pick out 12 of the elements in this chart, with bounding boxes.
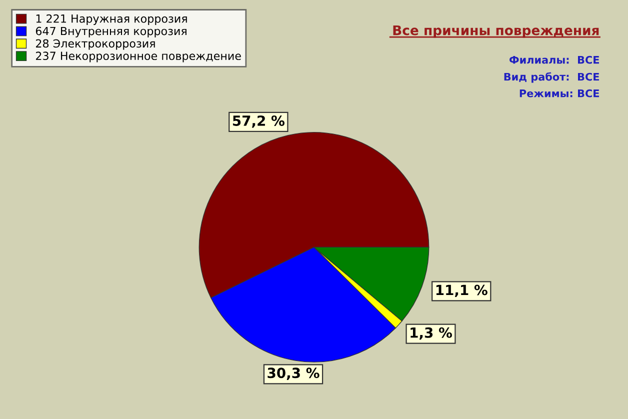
data-label: 30,3 % — [268, 368, 320, 380]
text: Вид работ: ВСЕ — [504, 72, 599, 83]
text: Все причины повреждения — [393, 25, 599, 38]
legend-label: 647 Внутренняя коррозия — [36, 26, 186, 38]
legend-label: 1 221 Наружная коррозия — [36, 14, 187, 25]
legend-label: 28 Электрокоррозия — [36, 39, 155, 50]
legend-label: 237 Некоррозионное повреждение — [36, 52, 241, 62]
text: Филиалы: ВСЕ — [510, 56, 599, 64]
text: Режимы: ВСЕ — [520, 89, 599, 98]
data-label: 11,1 % — [436, 284, 488, 298]
data-label: 1,3 % — [410, 327, 452, 340]
data-label: 57,2 % — [232, 115, 284, 128]
